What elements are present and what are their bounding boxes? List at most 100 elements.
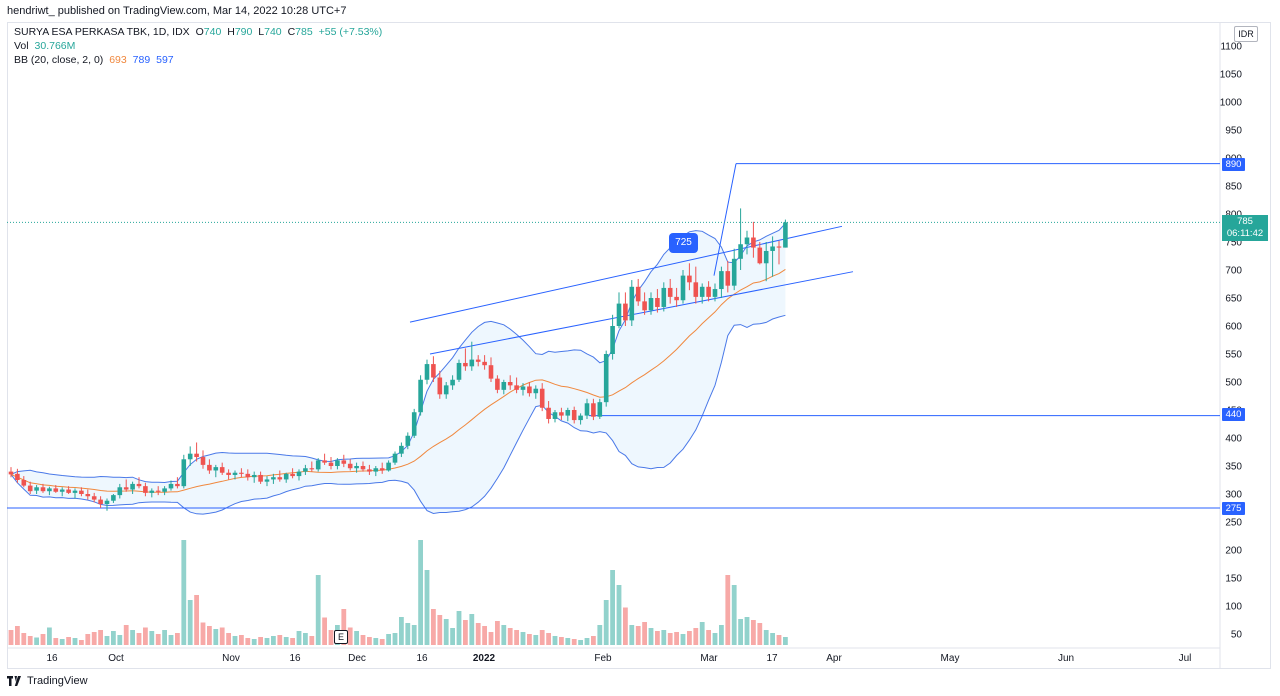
candle-body xyxy=(610,326,615,354)
candle-body xyxy=(175,483,180,487)
volume-bar xyxy=(437,615,443,645)
candle-body xyxy=(155,490,161,492)
bb-label: BB (20, close, 2, 0) xyxy=(14,54,104,66)
bb-lower-value: 597 xyxy=(156,54,174,66)
volume-bar xyxy=(495,621,500,645)
candle-body xyxy=(559,412,564,416)
y-tick-label: 300 xyxy=(1225,490,1242,501)
currency-badge[interactable]: IDR xyxy=(1234,26,1258,42)
volume-bar xyxy=(488,632,494,645)
candle-body xyxy=(296,471,302,477)
volume-bar xyxy=(239,635,244,645)
volume-bar xyxy=(373,638,379,645)
volume-bar xyxy=(661,630,667,645)
channel-lower-line xyxy=(429,271,854,355)
candle-body xyxy=(271,477,276,480)
x-tick-label: Oct xyxy=(108,653,124,664)
volume-bar xyxy=(655,631,660,645)
volume-bar xyxy=(559,637,564,645)
candle-body xyxy=(15,473,20,480)
candle-body xyxy=(335,460,340,466)
ohlc-close: C785 xyxy=(287,26,313,38)
y-tick-label: 550 xyxy=(1225,350,1242,361)
volume-bar xyxy=(514,630,519,645)
candle-body xyxy=(744,237,750,245)
candle-body xyxy=(661,287,667,307)
volume-bar xyxy=(187,600,193,645)
volume-bar xyxy=(367,637,372,645)
candle-body xyxy=(226,472,231,475)
candle-body xyxy=(379,468,385,471)
volume-bar xyxy=(53,638,59,645)
volume-bar xyxy=(315,575,321,645)
candle-body xyxy=(136,483,142,487)
candle-body xyxy=(648,298,654,311)
volume-bar xyxy=(194,595,199,645)
candle-body xyxy=(597,402,603,417)
volume-bar xyxy=(520,632,526,645)
candle-body xyxy=(731,258,737,286)
volume-bar xyxy=(507,628,513,645)
volume-bar xyxy=(91,632,97,645)
candle-body xyxy=(315,460,321,470)
candle-body xyxy=(40,487,46,492)
volume-bar xyxy=(309,636,315,645)
volume-bar xyxy=(635,626,641,645)
volume-bar xyxy=(603,600,609,645)
x-tick-label: Feb xyxy=(594,653,612,664)
candle-body xyxy=(450,379,455,386)
candle-body xyxy=(239,472,244,474)
volume-bar xyxy=(392,633,398,645)
y-tick-label: 600 xyxy=(1225,322,1242,333)
earnings-badge[interactable]: E xyxy=(334,630,348,644)
volume-legend[interactable]: Vol 30.766M xyxy=(14,40,78,52)
volume-bar xyxy=(763,630,769,645)
y-tick-label: 950 xyxy=(1225,126,1242,137)
candle-body xyxy=(706,286,711,297)
x-tick-label: 2022 xyxy=(473,653,496,664)
volume-bar xyxy=(527,634,532,645)
candle-body xyxy=(719,271,724,290)
y-tick-label: 500 xyxy=(1225,378,1242,389)
volume-bar xyxy=(8,630,14,645)
volume-bar xyxy=(591,636,596,645)
volume-bar xyxy=(738,619,743,645)
candle-body xyxy=(687,275,692,283)
volume-bar xyxy=(341,609,347,645)
candle-body xyxy=(168,483,174,489)
candle-body xyxy=(399,445,404,454)
candle-body xyxy=(21,480,27,486)
candle-body xyxy=(194,453,199,458)
volume-bar xyxy=(104,636,110,645)
y-tick-label: 50 xyxy=(1231,630,1243,641)
symbol-legend[interactable]: SURYA ESA PERKASA TBK, 1D, IDX O740 H790… xyxy=(14,26,385,38)
candle-body xyxy=(373,468,379,472)
candle-body xyxy=(283,473,289,480)
price-note-badge[interactable]: 725 xyxy=(669,233,698,253)
candle-body xyxy=(8,471,14,475)
candle-body xyxy=(111,495,116,501)
volume-bar xyxy=(584,638,590,645)
support2-price-label: 275 xyxy=(1222,502,1245,515)
bb-upper-line xyxy=(10,223,786,484)
candle-body xyxy=(475,359,481,362)
y-tick-label: 250 xyxy=(1225,518,1242,529)
candle-body xyxy=(533,388,539,394)
volume-bar xyxy=(770,633,775,645)
candle-body xyxy=(290,473,295,477)
candle-body xyxy=(437,377,443,395)
volume-bar xyxy=(424,570,430,645)
candle-body xyxy=(98,499,103,505)
candle-body xyxy=(667,287,673,297)
volume-bar xyxy=(283,637,289,645)
y-tick-label: 650 xyxy=(1225,294,1242,305)
bb-legend[interactable]: BB (20, close, 2, 0) 693 789 597 xyxy=(14,54,177,66)
candle-body xyxy=(431,364,436,378)
y-tick-label: 750 xyxy=(1225,238,1242,249)
candle-body xyxy=(418,379,423,413)
tradingview-footer[interactable]: TradingView xyxy=(7,675,88,687)
volume-bar xyxy=(322,617,327,645)
volume-bar xyxy=(616,585,622,645)
tradingview-brand: TradingView xyxy=(27,675,88,687)
